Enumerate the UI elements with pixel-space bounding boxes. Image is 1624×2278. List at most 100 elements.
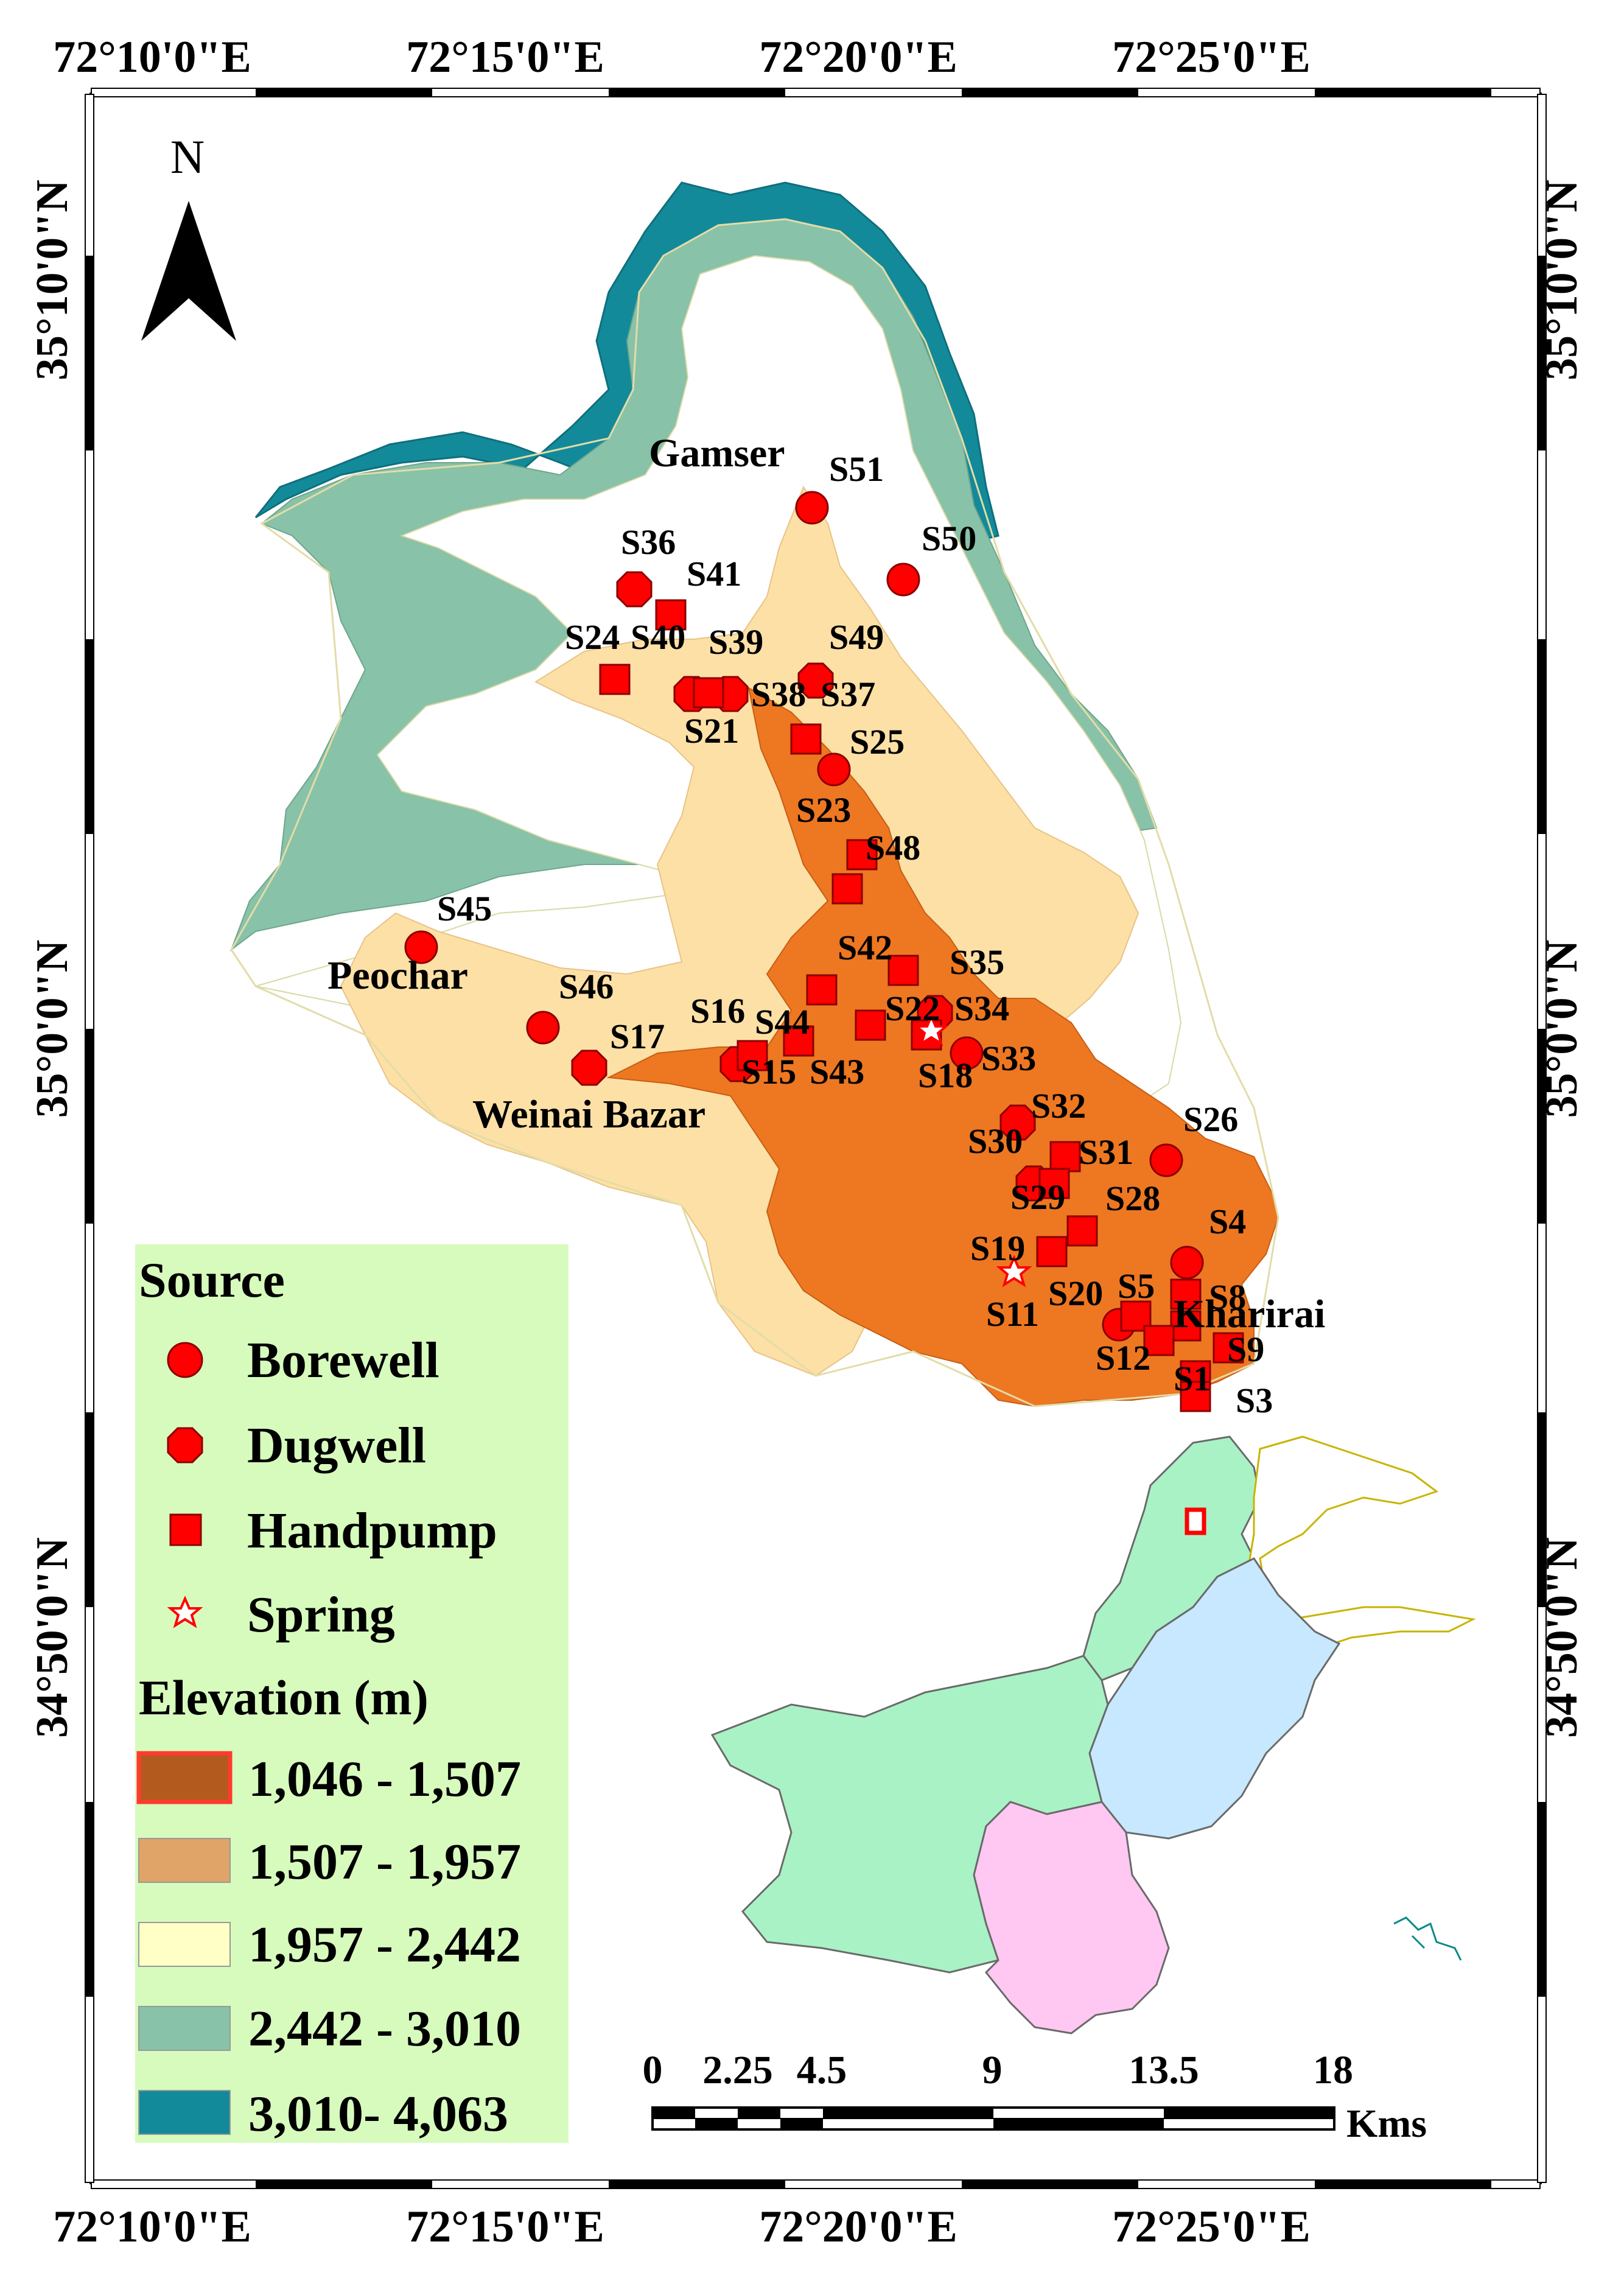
lon-label: 72°25'0"E <box>1112 32 1311 82</box>
legend-class-label: 2,442 - 3,010 <box>248 2000 521 2057</box>
lon-label: 72°15'0"E <box>406 32 604 82</box>
sample-label: S41 <box>687 554 741 594</box>
handpump-marker <box>806 974 838 1006</box>
handpump-marker <box>1180 1381 1211 1412</box>
lon-label: 72°20'0"E <box>759 2202 957 2252</box>
lat-label: 35°10'0"N <box>27 180 77 380</box>
borewell-marker <box>795 491 829 525</box>
lat-label: 34°50'0"N <box>27 1537 77 1738</box>
legend-swatch <box>138 2006 231 2051</box>
lon-label: 72°10'0"E <box>53 2202 251 2252</box>
sample-label: S3 <box>1236 1381 1273 1420</box>
sample-label: S17 <box>610 1017 665 1056</box>
dugwell-marker <box>616 571 653 608</box>
handpump-marker <box>1066 1215 1098 1247</box>
borewell-marker <box>1149 1143 1183 1177</box>
handpump-marker <box>887 955 919 986</box>
scale-bar: 0 2.25 4.5 9 13.5 18 Kms <box>643 2048 1427 2146</box>
sample-label: S24 <box>565 617 620 657</box>
scale-tick-label: 18 <box>1313 2048 1353 2092</box>
sample-label: S44 <box>755 1002 810 1042</box>
handpump-marker <box>655 599 687 631</box>
handpump-marker <box>1038 1168 1070 1199</box>
sample-label: S45 <box>437 889 492 928</box>
sample-label: S12 <box>1096 1338 1150 1378</box>
handpump-marker <box>1213 1332 1244 1364</box>
scale-tick-label: 9 <box>982 2048 1003 2092</box>
legend-swatch <box>136 1751 233 1804</box>
legend-item-label: Borewell <box>247 1332 439 1389</box>
legend-class-label: 1,046 - 1,507 <box>248 1751 521 1807</box>
legend-borewell-symbol <box>167 1342 203 1378</box>
north-arrow: N <box>141 130 236 341</box>
place-labels: Gamser Peochar Weinai Bazar Kharirai <box>327 431 1325 1336</box>
sample-label: S35 <box>950 942 1004 982</box>
handpump-marker <box>790 723 822 755</box>
sample-label: S1 <box>1174 1359 1211 1398</box>
sample-label: S36 <box>621 522 676 562</box>
handpump-marker <box>831 873 863 905</box>
sample-label: S26 <box>1183 1099 1238 1139</box>
legend-swatch <box>138 1922 231 1967</box>
borewell-marker <box>404 930 438 964</box>
sample-label: S40 <box>631 617 685 657</box>
elevation-zone-1046-1507 <box>606 687 1279 1407</box>
scale-tick-label: 4.5 <box>797 2048 847 2092</box>
neatline-border <box>85 88 1547 2189</box>
sample-labels: S51 S50 S36 S41 S24 S40 S39 S49 S38 S37 … <box>437 449 1273 1420</box>
legend-class-label: 1,507 - 1,957 <box>248 1834 521 1890</box>
pakistan-inset-map <box>710 1435 1476 2034</box>
lat-label: 34°50'0"N <box>1537 1537 1587 1738</box>
handpump-marker <box>599 664 631 695</box>
sample-label: S38 <box>751 675 806 714</box>
handpump-marker <box>855 1009 886 1041</box>
watershed-outline <box>230 218 1279 1407</box>
sample-label: S30 <box>968 1121 1023 1161</box>
sample-label: S9 <box>1227 1330 1264 1369</box>
sample-label: S25 <box>850 722 905 762</box>
sample-label: S15 <box>741 1052 796 1092</box>
inset-sindh-region <box>973 1801 1170 2034</box>
sample-label: S8 <box>1209 1277 1246 1317</box>
legend-swatch <box>138 1838 231 1883</box>
legend: Source Borewell Dugwell Handpump Spring … <box>135 1244 569 2143</box>
sample-label: S4 <box>1209 1202 1246 1241</box>
sample-label: S19 <box>970 1228 1025 1268</box>
borewell-marker <box>886 562 920 597</box>
borewell-marker <box>817 752 851 787</box>
handpump-marker <box>1170 1278 1202 1310</box>
handpump-marker <box>846 839 878 871</box>
legend-item-label: Dugwell <box>247 1417 426 1474</box>
legend-background <box>135 1244 569 2143</box>
sample-label: S33 <box>981 1039 1036 1078</box>
sample-label: S48 <box>866 828 920 867</box>
sample-label: S29 <box>1010 1177 1065 1217</box>
spring-marker <box>996 1255 1032 1288</box>
sample-label: S49 <box>829 617 884 657</box>
lat-label: 35°0'0"N <box>1537 940 1587 1118</box>
sample-label: S43 <box>810 1052 864 1092</box>
sample-label: S21 <box>684 711 739 751</box>
sample-label: S16 <box>690 991 745 1031</box>
legend-class-label: 1,957 - 2,442 <box>248 1916 521 1973</box>
study-area-locator <box>1185 1507 1206 1535</box>
sample-label: S34 <box>954 989 1009 1028</box>
latitude-labels-right: 35°10'0"N 35°0'0"N 34°50'0"N <box>1537 180 1587 1738</box>
sample-label: S5 <box>1118 1266 1155 1306</box>
sample-label: S39 <box>709 622 763 662</box>
sample-label: S20 <box>1048 1274 1103 1313</box>
handpump-marker <box>693 677 724 709</box>
sample-label: S23 <box>796 790 851 830</box>
north-arrow-icon <box>141 201 236 341</box>
scale-unit: Kms <box>1346 2101 1427 2146</box>
sample-label: S32 <box>1031 1086 1086 1126</box>
inset-coastline-islands <box>1393 1916 1462 1961</box>
inset-punjab-region <box>1088 1557 1341 1840</box>
north-label: N <box>170 130 205 183</box>
legend-item-label: Handpump <box>247 1502 497 1559</box>
dugwell-marker <box>999 1104 1036 1141</box>
handpump-marker <box>1049 1141 1081 1172</box>
handpump-marker <box>1170 1310 1202 1342</box>
handpump-marker <box>1036 1236 1068 1267</box>
